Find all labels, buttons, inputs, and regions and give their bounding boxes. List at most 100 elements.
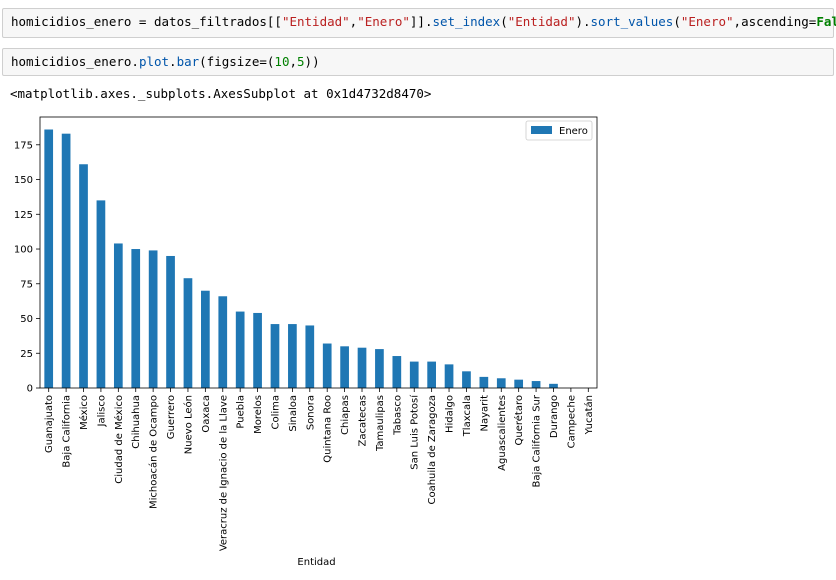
bar [409,361,419,388]
x-tick-label: Nayarit [479,395,490,432]
y-tick-label: 25 [20,349,33,360]
y-tick-label: 125 [14,210,33,221]
bar [183,278,193,388]
bar-chart: 0 25 50 75 100 125 150 175 Guanajuato Baja Califo… [14,116,598,568]
x-tick-label: Tabasco [392,395,403,436]
code-token: "Entidad" [507,14,576,29]
x-tick-label: Aguascalientes [497,395,508,471]
bar [340,346,349,388]
y-tick-label: 75 [20,279,33,290]
x-tick-label: Colima [270,395,281,430]
bar [201,290,210,388]
code-token: sort_values [590,14,674,29]
x-tick-label: Sonora [305,395,316,430]
y-tick-label: 0 [27,384,33,395]
bar [235,311,245,388]
bar [218,296,228,388]
code-token: , [349,14,358,29]
bar [96,200,106,388]
y-tick-label: 100 [14,245,33,256]
bar [288,324,297,388]
code-token: ). [575,14,591,29]
x-tick-label: Querétaro [513,395,525,445]
x-tick-label: Ciudad de México [113,395,125,484]
bar [131,249,141,388]
bar [148,250,158,388]
bar [270,324,280,388]
code-token: "Enero" [357,14,410,29]
x-tick-label: Nuevo León [182,395,194,454]
x-axis-label: Entidad [297,557,335,568]
bar [357,347,367,388]
x-tick-label: Campeche [566,395,577,448]
bar [427,361,436,388]
code-token: homicidios_enero. [11,54,139,69]
bar [61,133,71,388]
x-tick-label: Chiapas [340,395,351,435]
code-token: (figsize=( [199,54,275,69]
x-tick-label: Sinaloa [288,395,299,432]
bar [166,255,175,388]
x-tick-label: Morelos [253,395,264,434]
y-tick-label: 50 [20,314,33,325]
code-token: ,ascending= [733,14,817,29]
x-tick-label: Veracruz de Ignacio de la Llave [218,395,229,551]
code-token: . [169,54,177,69]
code-token: False [816,14,836,29]
bar [531,381,541,388]
x-tick-label: Coahuila de Zaragoza [427,395,438,505]
x-tick-label: Durango [549,395,560,438]
bar [305,325,315,388]
x-tick-label: Zacatecas [358,395,369,447]
bar [392,356,402,388]
x-tick-label: Chihuahua [131,395,142,449]
x-tick-label: Hidalgo [445,395,456,433]
y-tick-label: 175 [14,140,33,151]
x-tick-label: Baja California [62,395,73,468]
legend-box [525,120,593,141]
code-token: homicidios_enero = datos_filtrados[[ [11,14,282,29]
x-tick-label: Oaxaca [201,395,212,433]
bar [375,349,384,388]
code-token: 5 [297,54,305,69]
bar [444,364,454,388]
x-tick-label: Tlaxcala [462,395,473,437]
bar [549,383,558,388]
code-token: "Enero" [680,14,734,29]
code-token: plot [138,54,170,69]
x-tick-label: Tamaulipas [375,395,386,452]
bar [113,243,123,388]
code-token: set_index [432,14,501,29]
legend-swatch [531,126,552,134]
y-tick-label: 150 [14,175,33,186]
x-tick-label: Yucatán [583,395,595,435]
x-tick-label: Guanajuato [44,395,55,453]
plot-frame [39,116,598,389]
code-token: )) [304,54,320,69]
code-cell-1[interactable]: homicidios_enero = datos_filtrados[["Ent… [2,8,836,38]
code-cell-2[interactable]: homicidios_enero.plot.bar(figsize=(10,5)… [2,48,834,76]
bar [253,312,262,388]
bar [79,164,88,388]
code-token: , [289,54,298,69]
bar [44,129,54,388]
bar [322,343,332,388]
bar [496,378,506,388]
x-tick-label: México [78,395,90,430]
x-tick-label: Baja California Sur [532,394,543,487]
x-tick-label: Puebla [236,395,247,429]
legend-label: Enero [559,126,588,137]
code-token: ]]. [409,14,433,29]
code-token: bar [176,54,200,69]
cell-output-text: <matplotlib.axes._subplots.AxesSubplot a… [10,86,432,101]
code-token: ( [673,14,681,29]
code-token: ( [500,14,508,29]
x-tick-label: Jalisco [96,395,107,427]
code-token: "Entidad" [281,14,350,29]
x-tick-label: Quintana Roo [323,395,334,463]
x-tick-label: Michoacán de Ocampo [148,395,160,509]
bar [479,376,489,388]
bar [514,379,524,388]
x-tick-label: Guerrero [166,395,177,439]
bar [462,371,471,388]
